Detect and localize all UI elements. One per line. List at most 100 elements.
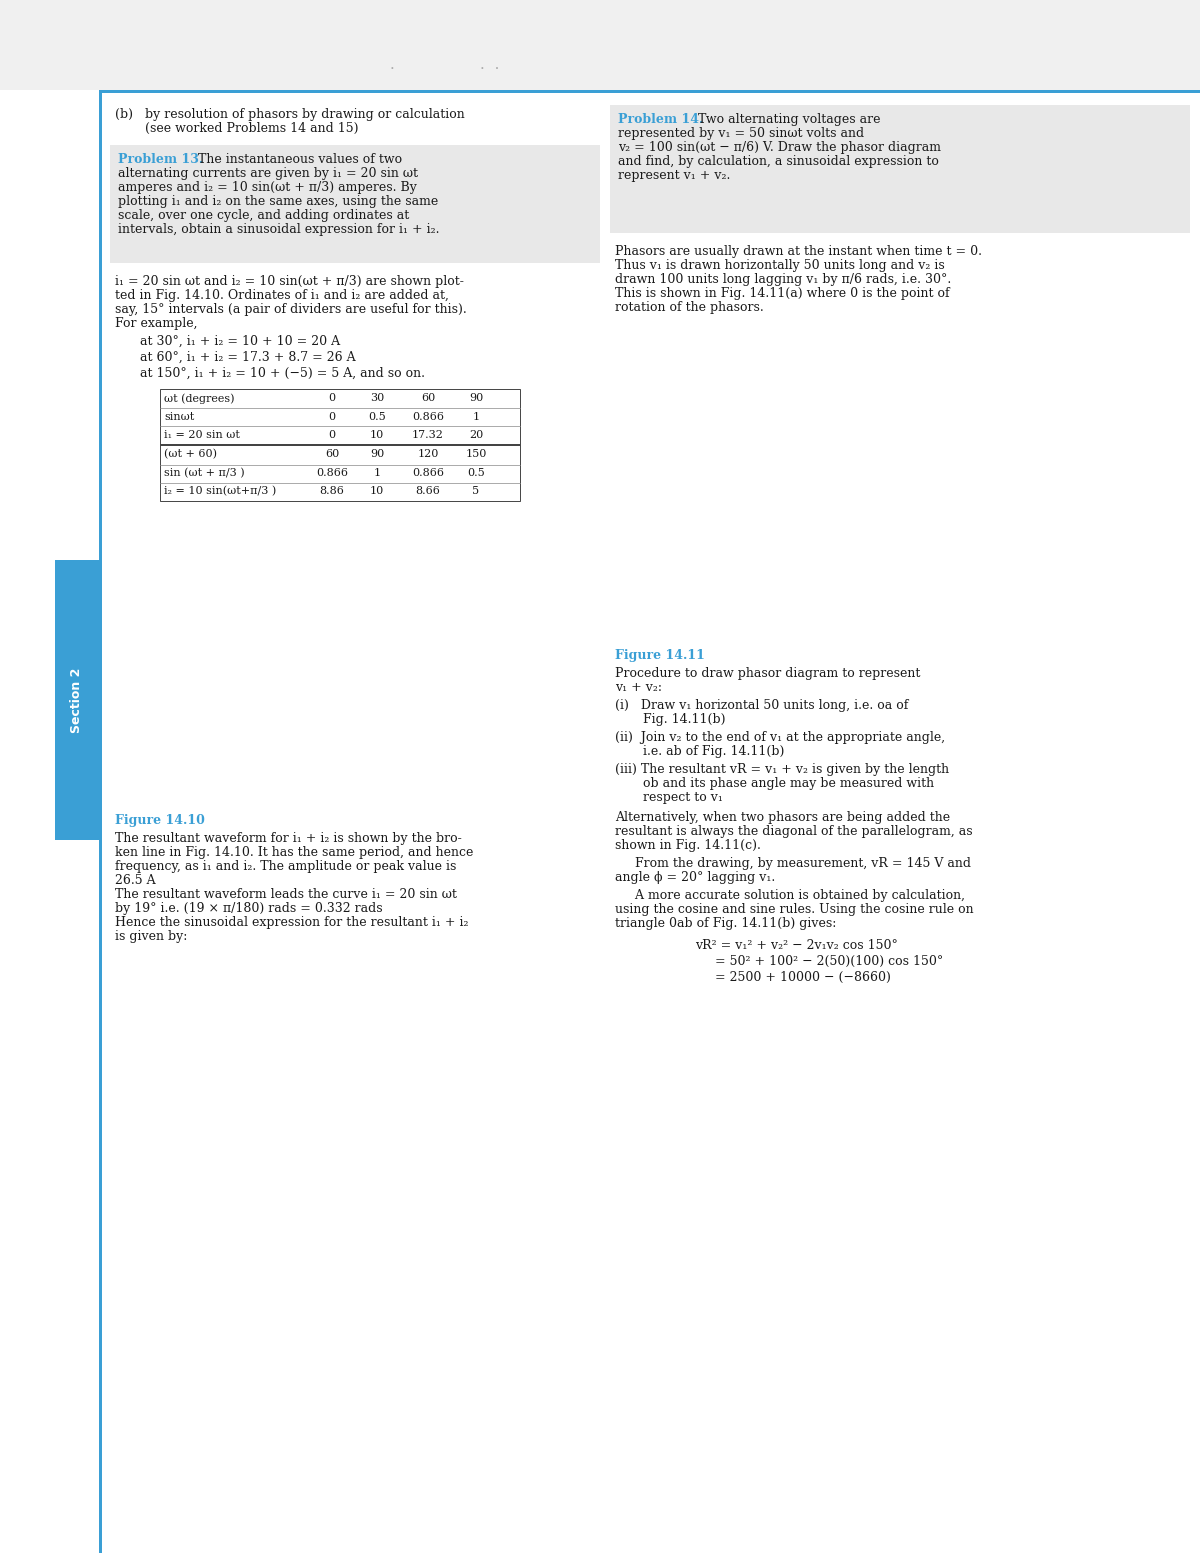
Text: sin (ωt + π/3 ): sin (ωt + π/3 ) (164, 467, 245, 478)
Text: respect to v₁: respect to v₁ (616, 790, 722, 804)
Text: i₁ = 20 sin ωt and i₂ = 10 sin(ωt + π/3) are shown plot-: i₁ = 20 sin ωt and i₂ = 10 sin(ωt + π/3)… (115, 275, 464, 287)
Text: i.e. ab of Fig. 14.11(b): i.e. ab of Fig. 14.11(b) (616, 745, 785, 758)
Text: 0.866: 0.866 (412, 412, 444, 421)
Text: = 50² + 100² − 2(50)(100) cos 150°: = 50² + 100² − 2(50)(100) cos 150° (695, 955, 943, 968)
Text: 8.66: 8.66 (415, 486, 440, 495)
Text: by resolution of phasors by drawing or calculation: by resolution of phasors by drawing or c… (145, 109, 464, 121)
Text: 0: 0 (329, 412, 336, 421)
Text: (i)   Draw v₁ horizontal 50 units long, i.e. oa of: (i) Draw v₁ horizontal 50 units long, i.… (616, 699, 908, 711)
Text: frequency, as i₁ and i₂. The amplitude or peak value is: frequency, as i₁ and i₂. The amplitude o… (115, 860, 456, 873)
Text: amperes and i₂ = 10 sin(ωt + π/3) amperes. By: amperes and i₂ = 10 sin(ωt + π/3) ampere… (118, 182, 416, 194)
Text: For example,: For example, (115, 317, 198, 329)
Text: 1: 1 (473, 412, 480, 421)
Text: Problem 13.: Problem 13. (118, 154, 203, 166)
Text: 90°: 90° (230, 674, 248, 685)
Text: (c): (c) (862, 623, 878, 635)
Text: ken line in Fig. 14.10. It has the same period, and hence: ken line in Fig. 14.10. It has the same … (115, 846, 473, 859)
Text: 60: 60 (325, 449, 340, 460)
Text: (a): (a) (686, 441, 703, 453)
Text: (iii) The resultant vR = v₁ + v₂ is given by the length: (iii) The resultant vR = v₁ + v₂ is give… (616, 763, 949, 776)
Text: scale, over one cycle, and adding ordinates at: scale, over one cycle, and adding ordina… (118, 210, 409, 222)
Text: 30: 30 (370, 393, 384, 402)
Text: Procedure to draw phasor diagram to represent: Procedure to draw phasor diagram to repr… (616, 666, 920, 680)
Text: i₁ = 20 sin ωt: i₁ = 20 sin ωt (164, 430, 240, 439)
Text: 10: 10 (370, 430, 384, 439)
Text: 0: 0 (329, 430, 336, 439)
Text: = 2500 + 10000 − (−8660): = 2500 + 10000 − (−8660) (695, 971, 890, 985)
Text: Alternatively, when two phasors are being added the: Alternatively, when two phasors are bein… (616, 811, 950, 825)
Text: 0: 0 (329, 393, 336, 402)
Text: rotation of the phasors.: rotation of the phasors. (616, 301, 763, 314)
Text: O: O (746, 517, 755, 528)
Text: triangle 0ab of Fig. 14.11(b) gives:: triangle 0ab of Fig. 14.11(b) gives: (616, 916, 836, 930)
Text: (b): (b) (115, 109, 133, 121)
Text: Section 2: Section 2 (71, 668, 84, 733)
Text: Fig. 14.11(b): Fig. 14.11(b) (616, 713, 726, 725)
Text: 360°: 360° (559, 674, 584, 685)
Text: (b): (b) (906, 463, 923, 475)
Text: Figure 14.11: Figure 14.11 (616, 649, 704, 662)
Text: 60: 60 (421, 393, 436, 402)
Text: v₁ = 50 V: v₁ = 50 V (762, 337, 811, 348)
Text: using the cosine and sine rules. Using the cosine rule on: using the cosine and sine rules. Using t… (616, 902, 973, 916)
Text: 20: 20 (469, 430, 484, 439)
Text: alternating currents are given by i₁ = 20 sin ωt: alternating currents are given by i₁ = 2… (118, 168, 418, 180)
Bar (0, 0, 1200, 90)
Text: The instantaneous values of two: The instantaneous values of two (190, 154, 402, 166)
Text: vR² = v₁² + v₂² − 2v₁v₂ cos 150°: vR² = v₁² + v₂² − 2v₁v₂ cos 150° (695, 940, 898, 952)
Text: 30°: 30° (828, 348, 845, 357)
Text: 0.866: 0.866 (412, 467, 444, 477)
Text: Hence the sinusoidal expression for the resultant i₁ + i₂: Hence the sinusoidal expression for the … (115, 916, 468, 929)
Bar (110, 144, 600, 262)
Text: This is shown in Fig. 14.11(a) where 0 is the point of: This is shown in Fig. 14.11(a) where 0 i… (616, 287, 949, 300)
Text: v₁: v₁ (947, 517, 958, 528)
Bar (160, 444, 520, 446)
Text: 150: 150 (466, 449, 487, 460)
Text: at 30°, i₁ + i₂ = 10 + 10 = 20 A: at 30°, i₁ + i₂ = 10 + 10 = 20 A (140, 335, 340, 348)
Text: 8.86: 8.86 (319, 486, 344, 495)
Text: angle ϕ = 20° lagging v₁.: angle ϕ = 20° lagging v₁. (616, 871, 775, 884)
Text: 5: 5 (473, 486, 480, 495)
Text: i₁ = 20 sinωt: i₁ = 20 sinωt (386, 573, 454, 582)
Text: plotting i₁ and i₂ on the same axes, using the same: plotting i₁ and i₂ on the same axes, usi… (118, 196, 438, 208)
Text: ob and its phase angle may be measured with: ob and its phase angle may be measured w… (616, 776, 934, 790)
Text: drawn 100 units long lagging v₁ by π/6 rads, i.e. 30°.: drawn 100 units long lagging v₁ by π/6 r… (616, 273, 952, 286)
Text: ted in Fig. 14.10. Ordinates of i₁ and i₂ are added at,: ted in Fig. 14.10. Ordinates of i₁ and i… (115, 289, 449, 301)
Text: Phasors are usually drawn at the instant when time t = 0.: Phasors are usually drawn at the instant… (616, 245, 982, 258)
Text: say, 15° intervals (a pair of dividers are useful for this).: say, 15° intervals (a pair of dividers a… (115, 303, 467, 315)
Bar (160, 388, 520, 502)
Text: at 150°, i₁ + i₂ = 10 + (−5) = 5 A, and so on.: at 150°, i₁ + i₂ = 10 + (−5) = 5 A, and … (140, 367, 425, 380)
Text: shown in Fig. 14.11(c).: shown in Fig. 14.11(c). (616, 839, 761, 853)
Text: v₂: v₂ (1008, 408, 1018, 419)
Bar (98, 90, 1200, 93)
Text: 3π
––
2: 3π –– 2 (455, 817, 467, 848)
Text: iR = 20 sinωt + 10 sin(ωt + π/3 ): iR = 20 sinωt + 10 sin(ωt + π/3 ) (172, 534, 343, 545)
Text: 0: 0 (812, 334, 820, 343)
Text: 26.5: 26.5 (112, 547, 134, 558)
Text: 1: 1 (373, 467, 380, 477)
Text: intervals, obtain a sinusoidal expression for i₁ + i₂.: intervals, obtain a sinusoidal expressio… (118, 224, 439, 236)
Text: 0.5: 0.5 (467, 467, 485, 477)
Text: 90: 90 (469, 393, 484, 402)
Text: 120: 120 (418, 449, 439, 460)
Text: i₂ = 10 sin(ωt + π/3 ): i₂ = 10 sin(ωt + π/3 ) (386, 601, 497, 610)
Text: The resultant waveform for i₁ + i₂ is shown by the bro-: The resultant waveform for i₁ + i₂ is sh… (115, 832, 462, 845)
Text: v₁ a: v₁ a (898, 332, 918, 342)
Text: v₁ + v₂:: v₁ + v₂: (616, 682, 662, 694)
Text: π: π (347, 817, 353, 828)
Text: ·: · (390, 62, 395, 76)
Text: ·  ·: · · (480, 62, 499, 76)
Text: 0: 0 (614, 337, 620, 348)
Text: 26.5 A: 26.5 A (115, 874, 156, 887)
Text: 0.866: 0.866 (316, 467, 348, 477)
Text: From the drawing, by measurement, vR = 145 V and: From the drawing, by measurement, vR = 1… (616, 857, 971, 870)
Text: Problem 14.: Problem 14. (618, 113, 703, 126)
Text: A more accurate solution is obtained by calculation,: A more accurate solution is obtained by … (616, 888, 965, 902)
Text: 270°: 270° (449, 674, 473, 685)
Text: 10: 10 (370, 486, 384, 495)
Text: 180°: 180° (337, 674, 362, 685)
Text: D: D (996, 340, 1004, 349)
Text: 150°: 150° (851, 349, 874, 359)
Text: at 60°, i₁ + i₂ = 17.3 + 8.7 = 26 A: at 60°, i₁ + i₂ = 17.3 + 8.7 = 26 A (140, 351, 355, 363)
Text: (see worked Problems 14 and 15): (see worked Problems 14 and 15) (145, 123, 359, 135)
